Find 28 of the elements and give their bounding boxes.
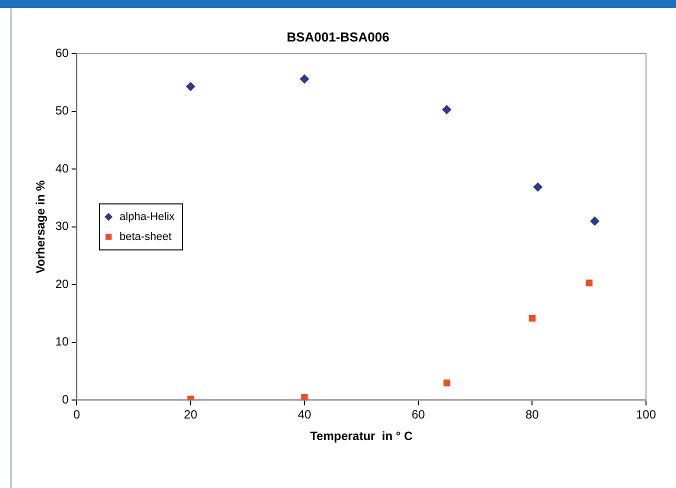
point [586,280,592,286]
y-tick-label: 30 [55,219,70,234]
legend-label: beta-sheet [120,230,172,243]
point [186,82,196,92]
x-tick-label: 60 [412,408,426,422]
legend-label: alpha-Helix [120,210,176,223]
y-tick-label: 50 [55,104,70,118]
x-tick-label: 0 [73,408,80,422]
y-tick-label: 40 [55,161,70,176]
y-axis-title: Vorhersage in % [34,180,48,274]
point [300,74,309,84]
point [533,182,542,192]
point [443,380,450,386]
x-tick-label: 100 [636,408,656,422]
x-axis-title: Temperatur in ° C [310,429,414,444]
point [590,216,600,226]
chart-title: BSA001-BSA006 [286,29,390,44]
y-tick-label: 20 [55,276,70,291]
point [187,396,194,400]
y-tick-label: 60 [55,46,70,60]
point [442,105,452,114]
x-tick-label: 20 [184,408,198,422]
y-tick-label: 0 [62,392,70,407]
x-tick-label: 40 [298,408,312,422]
y-tick-label: 10 [55,334,70,349]
x-tick-label: 80 [525,408,540,422]
point [301,394,308,400]
point [528,314,536,322]
